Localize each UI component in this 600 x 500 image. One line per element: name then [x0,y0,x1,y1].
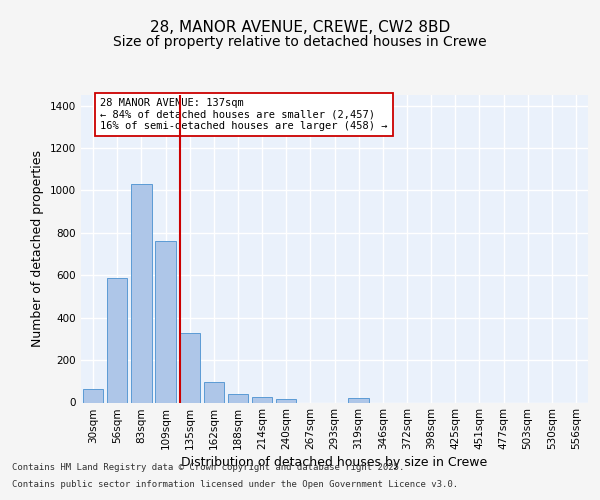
Text: 28, MANOR AVENUE, CREWE, CW2 8BD: 28, MANOR AVENUE, CREWE, CW2 8BD [150,20,450,35]
Bar [227,394,248,402]
Y-axis label: Number of detached properties: Number of detached properties [31,150,44,347]
Text: Contains HM Land Registry data © Crown copyright and database right 2025.: Contains HM Land Registry data © Crown c… [12,462,404,471]
Bar [83,388,103,402]
Text: 28 MANOR AVENUE: 137sqm
← 84% of detached houses are smaller (2,457)
16% of semi: 28 MANOR AVENUE: 137sqm ← 84% of detache… [100,98,388,131]
Bar [349,398,369,402]
Text: Contains public sector information licensed under the Open Government Licence v3: Contains public sector information licen… [12,480,458,489]
Bar [203,382,224,402]
Bar [131,184,152,402]
Bar [179,332,200,402]
Bar [107,278,127,402]
X-axis label: Distribution of detached houses by size in Crewe: Distribution of detached houses by size … [181,456,488,469]
Text: Size of property relative to detached houses in Crewe: Size of property relative to detached ho… [113,35,487,49]
Bar [252,397,272,402]
Bar [276,400,296,402]
Bar [155,242,176,402]
